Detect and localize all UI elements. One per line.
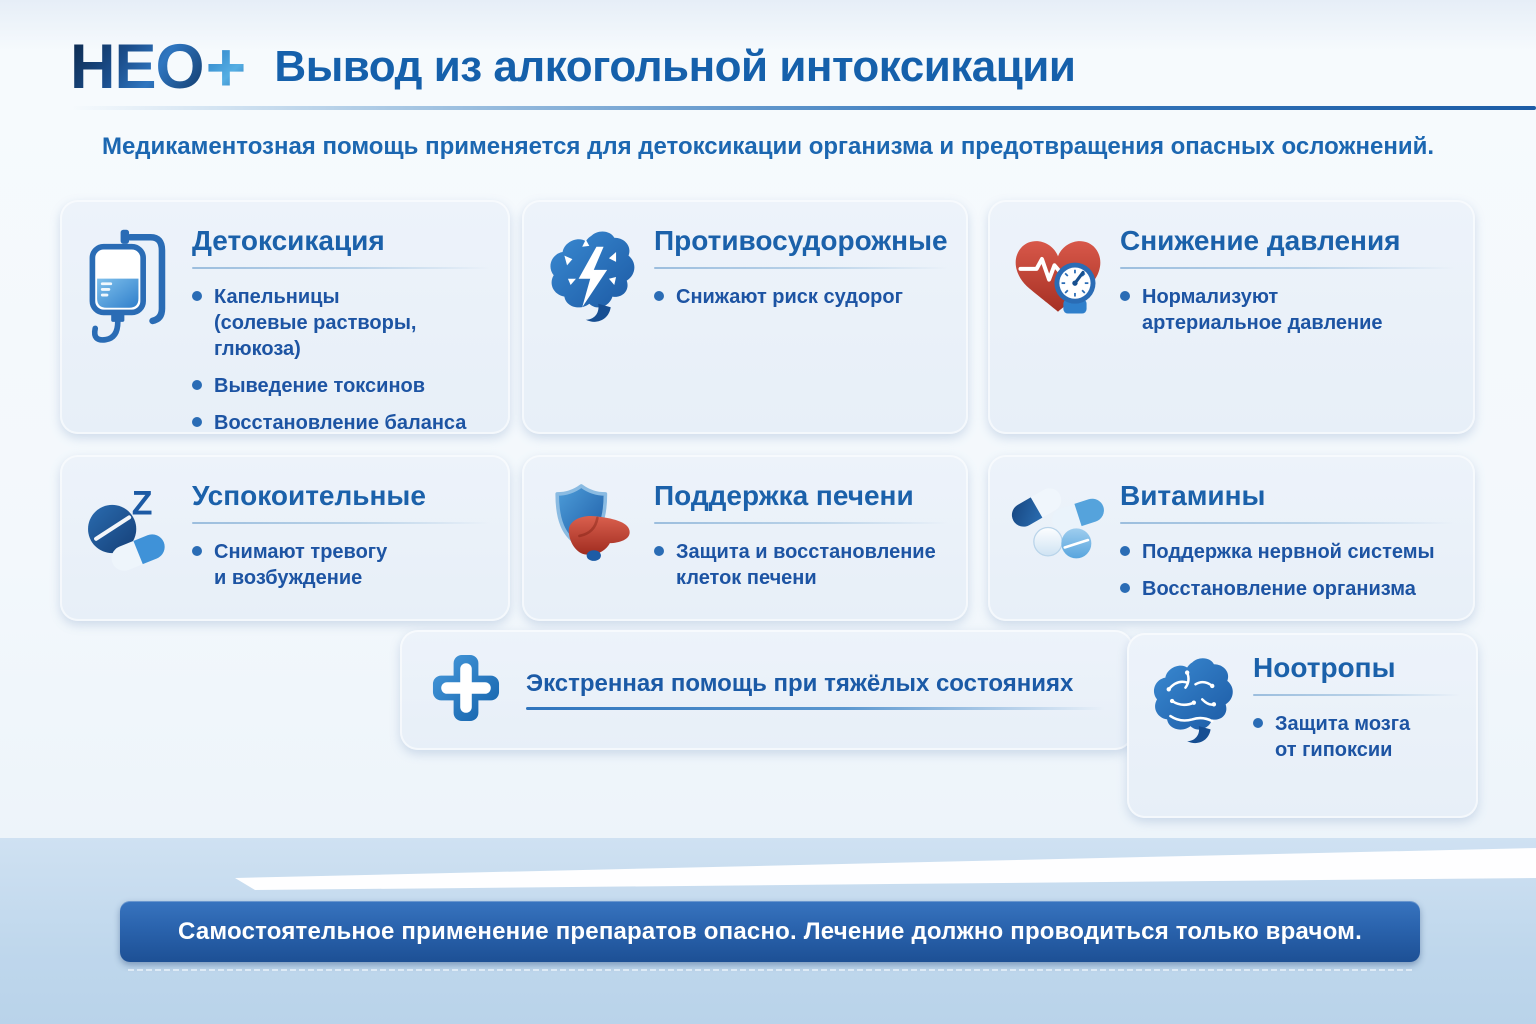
vitamin-pills-icon [1008, 475, 1108, 601]
bullet-dot-icon [1253, 717, 1263, 728]
list-item: Защита мозга от гипоксии [1253, 711, 1460, 763]
card-vitamins: Витамины Поддержка нервной системы Восст… [988, 455, 1475, 621]
title-underline [1120, 521, 1455, 524]
brain-neurons-icon [1145, 647, 1241, 804]
list-item: Капельницы (солевые растворы, глюкоза) [192, 284, 490, 362]
subtitle: Медикаментозная помощь применяется для д… [101, 133, 1435, 160]
title-underline [1253, 693, 1460, 696]
card-title: Поддержка печени [654, 480, 914, 511]
card-sedatives: Z Успокоительные Снимают тревогу и возбу… [60, 455, 510, 621]
card-title: Детоксикация [192, 225, 385, 256]
emergency-underline [526, 707, 1105, 710]
bullet-dot-icon [654, 545, 664, 556]
bullet-dot-icon [192, 545, 202, 556]
brand-logo-plus-icon: + [205, 27, 247, 106]
card-title: Снижение давления [1120, 225, 1401, 256]
card-anticonvulsants: Противосудорожные Снижают риск судорог [522, 200, 968, 434]
svg-text:Z: Z [132, 485, 153, 523]
title-underline [654, 521, 948, 524]
card-emergency: Экстренная помощь при тяжёлых состояниях [400, 630, 1133, 750]
list-item: Снижают риск судорог [654, 284, 948, 310]
card-title: Витамины [1120, 480, 1266, 511]
bullet-dot-icon [192, 290, 202, 301]
bullet-dot-icon [192, 379, 202, 390]
card-title: Противосудорожные [654, 225, 948, 256]
list-item: Нормализуют артериальное давление [1120, 284, 1455, 336]
title-underline [192, 266, 490, 269]
emergency-title: Экстренная помощь при тяжёлых состояниях [526, 670, 1074, 697]
bullet-dot-icon [1120, 290, 1130, 301]
bullet-dot-icon [192, 416, 202, 427]
header-divider [72, 106, 1536, 110]
brand-logo: НЕО [70, 31, 205, 102]
bullet-dot-icon [1120, 545, 1130, 556]
list-item: Снимают тревогу и возбуждение [192, 539, 490, 591]
brain-lightning-icon [542, 220, 642, 414]
bullet-dot-icon [1120, 582, 1130, 593]
warning-text: Самостоятельное применение препаратов оп… [178, 917, 1362, 945]
list-item: Восстановление баланса жидкости [192, 410, 490, 434]
medical-cross-icon [428, 650, 504, 731]
card-pressure: Снижение давления Нормализуют артериальн… [988, 200, 1475, 434]
list-item: Поддержка нервной системы [1120, 539, 1455, 565]
title-underline [654, 266, 948, 269]
card-title: Ноотропы [1253, 652, 1396, 683]
list-item: Восстановление организма [1120, 576, 1455, 602]
title-underline [1120, 266, 1455, 269]
card-title: Успокоительные [192, 480, 426, 511]
warning-banner: Самостоятельное применение препаратов оп… [120, 901, 1420, 962]
heart-gauge-icon [1008, 220, 1108, 414]
swoosh-decoration [235, 848, 1536, 890]
card-nootropics: Ноотропы Защита мозга от гипоксии [1127, 633, 1478, 818]
card-detox: Детоксикация Капельницы (солевые раствор… [60, 200, 510, 434]
sleep-pills-icon: Z [80, 475, 180, 601]
banner-underline [128, 969, 1414, 971]
card-liver: Поддержка печени Защита и восстановление… [522, 455, 968, 621]
page-title: Вывод из алкогольной интоксикации [274, 42, 1076, 91]
shield-liver-icon [542, 475, 642, 601]
list-item: Защита и восстановление клеток печени [654, 539, 948, 591]
iv-drip-icon [80, 220, 180, 414]
bullet-dot-icon [654, 290, 664, 301]
list-item: Выведение токсинов [192, 373, 490, 399]
title-underline [192, 521, 490, 524]
header: НЕО + Вывод из алкогольной интоксикации [70, 27, 1076, 106]
